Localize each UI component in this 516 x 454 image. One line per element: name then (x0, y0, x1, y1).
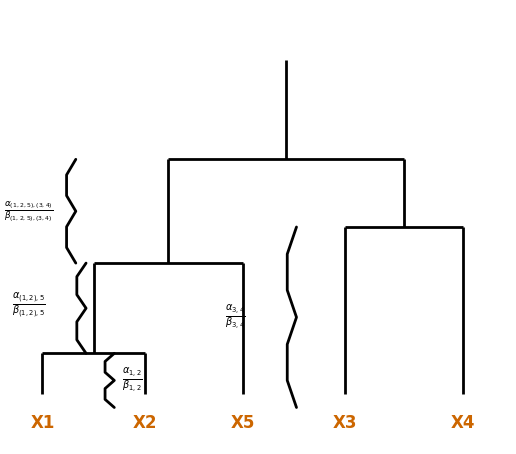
Text: X1: X1 (30, 414, 55, 432)
Text: X2: X2 (133, 414, 157, 432)
Text: $\frac{\alpha_{1,2}}{\beta_{1,2}}$: $\frac{\alpha_{1,2}}{\beta_{1,2}}$ (122, 366, 143, 395)
Text: X5: X5 (231, 414, 255, 432)
Text: $\frac{\alpha_{(1,2),5}}{\beta_{(1,2),5}}$: $\frac{\alpha_{(1,2),5}}{\beta_{(1,2),5}… (12, 291, 45, 321)
Text: X3: X3 (333, 414, 358, 432)
Text: $\frac{\alpha_{(1,2,5),(3,4)}}{\beta_{(1,2,5),(3,4)}}$: $\frac{\alpha_{(1,2,5),(3,4)}}{\beta_{(1… (4, 199, 54, 224)
Text: X4: X4 (451, 414, 476, 432)
Text: $\frac{\alpha_{3,4}}{\beta_{3,4}}$: $\frac{\alpha_{3,4}}{\beta_{3,4}}$ (224, 303, 246, 331)
